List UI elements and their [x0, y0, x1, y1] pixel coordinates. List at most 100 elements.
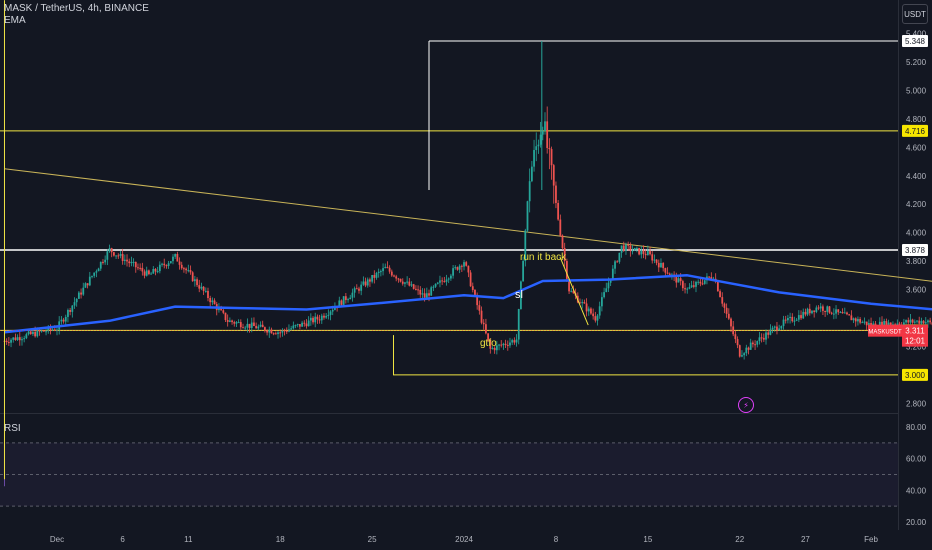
- x-tick-label: 18: [276, 535, 285, 544]
- candle-body: [609, 279, 612, 283]
- candle-body: [854, 318, 857, 322]
- candle-body: [773, 326, 776, 328]
- candle-body: [867, 323, 870, 326]
- candle-body: [347, 299, 349, 301]
- candle-body: [730, 318, 732, 327]
- candle-body: [277, 332, 279, 335]
- candle-body: [213, 300, 216, 305]
- candle-body: [751, 342, 754, 345]
- candle-body: [620, 245, 623, 253]
- candle-body: [583, 302, 586, 304]
- candle-body: [754, 344, 756, 346]
- x-tick-label: 6: [120, 535, 125, 544]
- candle-body: [351, 292, 354, 298]
- candle-body: [152, 268, 155, 274]
- candle-body: [716, 281, 719, 292]
- candle-body: [489, 340, 492, 349]
- candle-body: [929, 320, 932, 323]
- candle-body: [500, 344, 503, 346]
- candle-body: [734, 334, 737, 340]
- candle-body: [727, 313, 730, 319]
- candle-body: [211, 300, 214, 303]
- candle-body: [150, 273, 152, 275]
- candle-body: [172, 256, 174, 262]
- rsi-indicator-label[interactable]: RSI: [4, 423, 21, 434]
- candle-body: [40, 330, 43, 332]
- candle-body: [828, 306, 831, 313]
- currency-button[interactable]: USDT: [902, 4, 928, 24]
- candle-body: [430, 287, 433, 296]
- candle-body: [596, 315, 599, 321]
- level-price-tag: [902, 35, 928, 47]
- candle-body: [42, 330, 45, 332]
- candle-body: [495, 345, 498, 351]
- candle-body: [927, 320, 929, 323]
- candle-body: [557, 202, 560, 220]
- candle-body: [104, 259, 107, 263]
- candle-body: [559, 219, 562, 236]
- candle-body: [482, 322, 485, 325]
- candle-body: [625, 244, 627, 251]
- candle-body: [244, 327, 247, 329]
- candle-body: [552, 165, 555, 186]
- candle-body: [721, 297, 724, 304]
- candle-body: [283, 330, 286, 332]
- candle-body: [404, 282, 406, 284]
- candle-body: [463, 262, 465, 267]
- candle-body: [117, 255, 120, 257]
- candle-body: [460, 265, 463, 267]
- candle-body: [561, 235, 564, 248]
- candle-body: [769, 329, 772, 335]
- candle-body: [29, 331, 32, 335]
- candle-body: [605, 288, 608, 293]
- candle-body: [67, 309, 69, 317]
- candle-body: [611, 268, 614, 280]
- candle-body: [377, 271, 380, 274]
- candle-body: [406, 281, 409, 283]
- candle-body: [758, 337, 761, 342]
- candle-body: [789, 316, 791, 318]
- candle-body: [465, 262, 468, 266]
- candle-body: [511, 340, 514, 343]
- descending-trendline: [4, 168, 932, 282]
- candle-body: [640, 250, 643, 255]
- candle-body: [771, 327, 774, 330]
- candle-body: [924, 322, 927, 324]
- candle-body: [607, 282, 610, 289]
- candle-body: [502, 343, 505, 346]
- candle-body: [456, 267, 459, 270]
- candle-body: [861, 322, 864, 324]
- candle-body: [797, 315, 800, 320]
- candle-body: [432, 286, 435, 288]
- candle-body: [233, 322, 236, 324]
- candle-body: [745, 347, 748, 354]
- candle-body: [145, 270, 148, 276]
- candle-body: [60, 319, 63, 322]
- candle-body: [99, 261, 102, 269]
- candle-body: [281, 330, 284, 333]
- candle-body: [62, 319, 65, 322]
- candle-body: [154, 268, 157, 272]
- symbol-tag-text: MASKUSDT: [868, 330, 902, 336]
- candle-body: [397, 278, 400, 280]
- candle-body: [642, 250, 645, 254]
- candle-body: [285, 330, 288, 332]
- candle-body: [75, 298, 78, 303]
- candle-body: [156, 271, 159, 273]
- ema-indicator-label[interactable]: EMA: [4, 15, 26, 26]
- candle-body: [491, 347, 494, 349]
- candle-body: [916, 320, 918, 322]
- bar-countdown: 12:01: [905, 337, 926, 346]
- candle-body: [811, 310, 813, 314]
- lightning-icon[interactable]: ⚡: [738, 397, 754, 413]
- candle-body: [316, 316, 319, 320]
- candle-body: [360, 284, 363, 291]
- candle-body: [666, 272, 669, 274]
- candle-body: [649, 251, 651, 255]
- price-tick-label: 4.600: [906, 143, 927, 152]
- candle-body: [695, 281, 697, 287]
- candle-body: [765, 332, 767, 340]
- price-tick-label: 4.200: [906, 200, 927, 209]
- candle-body: [290, 328, 293, 330]
